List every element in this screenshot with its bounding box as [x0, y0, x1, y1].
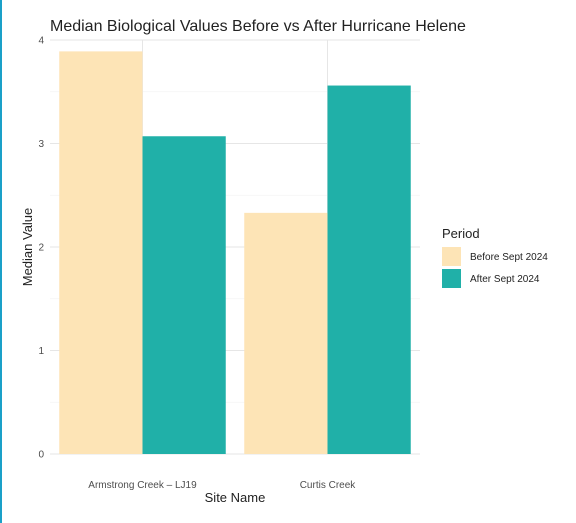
x-tick-label: Curtis Creek: [300, 480, 357, 491]
y-tick-label: 3: [38, 139, 44, 150]
y-axis-ticks: 0 1 2 3 4: [38, 36, 44, 461]
legend-swatch: [442, 247, 461, 266]
y-tick-label: 2: [38, 243, 44, 254]
y-tick-label: 1: [38, 346, 44, 357]
chart-title: Median Biological Values Before vs After…: [50, 18, 466, 35]
bar: [328, 86, 411, 454]
legend-swatch: [442, 269, 461, 288]
legend-label: After Sept 2024: [470, 274, 540, 285]
y-tick-label: 0: [38, 450, 44, 461]
bar: [244, 213, 327, 454]
x-tick-label: Armstrong Creek – LJ19: [88, 480, 197, 491]
legend-title: Period: [442, 226, 480, 241]
y-tick-label: 4: [38, 36, 44, 47]
bars: [59, 51, 411, 454]
bar: [143, 136, 226, 454]
x-axis-title: Site Name: [205, 490, 266, 505]
bar: [59, 51, 142, 454]
legend-label: Before Sept 2024: [470, 252, 548, 263]
legend: Period Before Sept 2024 After Sept 2024: [442, 226, 548, 288]
y-axis-title: Median Value: [20, 208, 35, 287]
